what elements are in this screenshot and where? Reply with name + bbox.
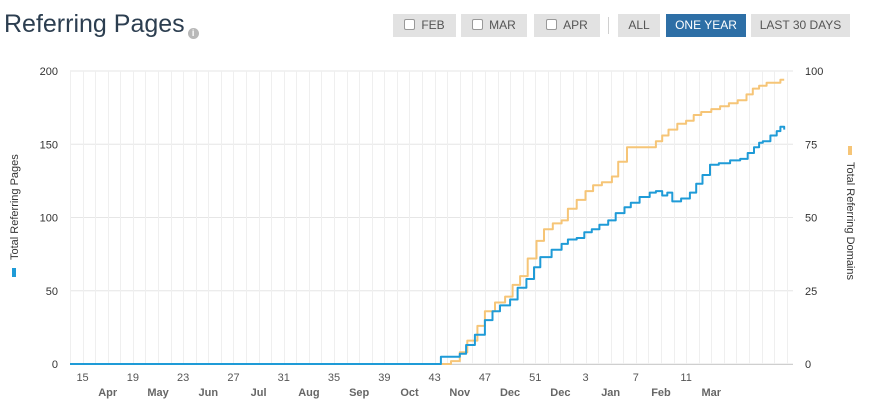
x-axis-ticks: 15 19 23 27 31 35 39 43 47 51 3 7 11 Apr May Jun Jul Aug S… [76, 372, 721, 399]
x-month-tick-label: Jan [601, 387, 620, 399]
right-axis-tick-label: 100 [805, 66, 823, 78]
right-axis-title: Total Referring Domains [844, 146, 856, 280]
left-axis-tick-label: 100 [40, 213, 58, 225]
right-axis-tick-label: 50 [805, 213, 817, 225]
x-month-tick-label: Dec [500, 387, 520, 399]
left-axis-tick-label: 50 [46, 286, 58, 298]
feb-toggle[interactable]: FEB [393, 14, 456, 37]
referring-domains-line [70, 78, 785, 365]
page-title: Referring Pages i [4, 10, 199, 39]
x-week-tick-label: 3 [582, 372, 588, 384]
mar-checkbox[interactable] [472, 19, 484, 30]
all-button[interactable]: ALL [618, 14, 660, 37]
apr-toggle[interactable]: APR [534, 14, 600, 37]
x-week-tick-label: 31 [278, 372, 290, 384]
x-month-tick-label: Oct [400, 387, 419, 399]
x-week-tick-label: 7 [633, 372, 639, 384]
right-axis-label: Total Referring Domains [844, 162, 856, 280]
x-week-tick-label: 51 [529, 372, 541, 384]
left-axis-tick-label: 150 [40, 139, 58, 151]
right-axis-legend-swatch [848, 146, 852, 155]
x-week-tick-label: 39 [378, 372, 390, 384]
x-month-tick-label: Sep [349, 387, 369, 399]
x-week-tick-label: 27 [227, 372, 239, 384]
referring-pages-line [70, 125, 786, 365]
left-axis-ticks: 0 50 100 150 200 [40, 66, 58, 371]
apr-checkbox[interactable] [546, 19, 558, 30]
x-week-tick-label: 47 [479, 372, 491, 384]
info-icon[interactable]: i [187, 28, 199, 39]
x-week-tick-label: 23 [177, 372, 189, 384]
right-axis-ticks: 0 25 50 75 100 [805, 66, 823, 371]
toolbar-divider [608, 17, 609, 34]
left-axis-title: Total Referring Pages [9, 154, 21, 277]
x-month-tick-label: Jun [199, 387, 219, 399]
x-week-tick-label: 11 [680, 372, 691, 384]
grid-lines [70, 70, 793, 365]
x-week-tick-label: 15 [76, 372, 88, 384]
x-month-tick-label: Aug [298, 387, 319, 399]
left-axis-tick-label: 0 [52, 359, 58, 371]
feb-checkbox[interactable] [404, 19, 416, 30]
feb-label: FEB [421, 18, 445, 32]
mar-label: MAR [489, 18, 516, 32]
last-30-days-button[interactable]: LAST 30 DAYS [751, 14, 850, 37]
page-title-text: Referring Pages [4, 10, 185, 38]
one-year-button[interactable]: ONE YEAR [666, 14, 746, 37]
right-axis-tick-label: 25 [805, 286, 817, 298]
x-month-tick-label: Mar [701, 387, 721, 399]
series-lines [70, 78, 786, 365]
right-axis-tick-label: 75 [805, 139, 817, 151]
left-axis-tick-label: 200 [40, 66, 58, 78]
left-axis-legend-swatch [12, 268, 16, 277]
x-week-tick-label: 19 [127, 372, 139, 384]
x-month-tick-label: Dec [550, 387, 570, 399]
x-week-tick-label: 43 [429, 372, 441, 384]
x-month-tick-label: May [147, 387, 169, 399]
left-axis-label: Total Referring Pages [9, 154, 21, 260]
x-month-tick-label: Apr [98, 387, 118, 399]
x-month-tick-label: Nov [449, 387, 471, 399]
right-axis-tick-label: 0 [805, 359, 811, 371]
x-month-tick-label: Feb [651, 387, 671, 399]
apr-label: APR [563, 18, 588, 32]
x-week-tick-label: 35 [328, 372, 340, 384]
x-month-tick-label: Jul [251, 387, 267, 399]
mar-toggle[interactable]: MAR [461, 14, 527, 37]
